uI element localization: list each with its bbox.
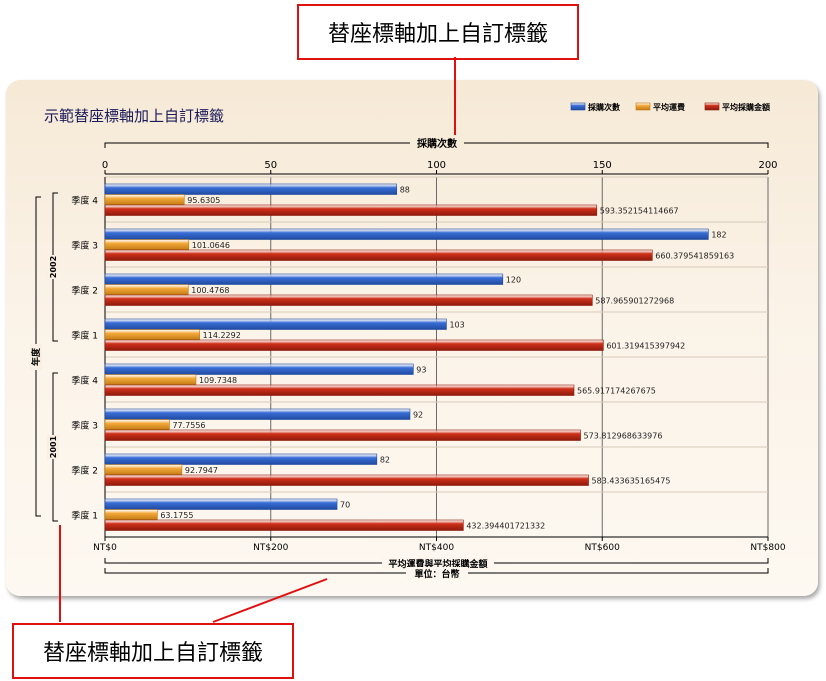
data-label: 82 bbox=[380, 456, 390, 465]
callout-top-label: 替座標軸加上自訂標籤 bbox=[297, 4, 579, 60]
bar-1 bbox=[104, 284, 189, 296]
data-label: 587.965901272968 bbox=[595, 297, 674, 306]
bar-2 bbox=[104, 294, 593, 306]
category-label: 季度 3 bbox=[71, 240, 98, 252]
data-label: 109.7348 bbox=[199, 376, 237, 385]
bottom-axis-tick-label: NT$0 bbox=[93, 543, 117, 553]
top-axis-tick-label: 100 bbox=[427, 160, 446, 171]
data-label: 565.917174267675 bbox=[577, 387, 656, 396]
callout-bottom-label: 替座標軸加上自訂標籤 bbox=[12, 623, 294, 679]
legend-swatch bbox=[704, 102, 720, 111]
callout-bottom-connector-right bbox=[212, 578, 328, 623]
y-axis-title-bg bbox=[30, 344, 42, 370]
year-group-label-bg bbox=[47, 435, 59, 459]
bar-2 bbox=[104, 519, 464, 531]
bar-0 bbox=[104, 408, 411, 420]
chart-title: 示範替座標軸加上自訂標籤 bbox=[44, 107, 225, 125]
category-label: 季度 1 bbox=[71, 330, 98, 342]
data-label: 63.1755 bbox=[160, 511, 193, 520]
data-label: 432.394401721332 bbox=[466, 522, 545, 531]
data-label: 92.7947 bbox=[185, 466, 218, 475]
category-label: 季度 2 bbox=[71, 285, 98, 297]
bar-2 bbox=[104, 204, 598, 216]
data-label: 573.812968633976 bbox=[584, 432, 663, 441]
data-label: 70 bbox=[340, 501, 350, 510]
top-axis-tick-label: 200 bbox=[758, 160, 777, 171]
bar-2 bbox=[104, 249, 653, 261]
legend-swatch bbox=[570, 102, 586, 111]
data-label: 601.319415397942 bbox=[606, 342, 685, 351]
bottom-axis-tick-label: NT$200 bbox=[253, 543, 288, 553]
data-label: 92 bbox=[413, 411, 423, 420]
top-axis-tick-label: 50 bbox=[264, 160, 277, 171]
top-axis-tick-label: 0 bbox=[102, 160, 108, 171]
bar-2 bbox=[104, 429, 581, 441]
bar-1 bbox=[104, 194, 185, 206]
bar-0 bbox=[104, 228, 709, 240]
year-group-label: 2001 bbox=[49, 435, 58, 458]
bottom-axis-tick-label: NT$400 bbox=[419, 543, 454, 553]
bottom-axis-title-bg bbox=[382, 557, 494, 569]
year-group-label-bg bbox=[47, 255, 59, 279]
legend-label: 採購次數 bbox=[588, 102, 620, 112]
legend-label: 平均運費 bbox=[653, 102, 685, 112]
data-label: 95.6305 bbox=[187, 196, 220, 205]
data-label: 182 bbox=[711, 231, 726, 240]
y-axis-title: 年度 bbox=[30, 347, 42, 366]
bar-1 bbox=[104, 329, 200, 341]
bar-1 bbox=[104, 374, 197, 386]
data-label: 103 bbox=[449, 321, 464, 330]
category-label: 季度 3 bbox=[71, 420, 98, 432]
legend-swatch bbox=[635, 102, 651, 111]
bar-2 bbox=[104, 474, 589, 486]
data-label: 120 bbox=[506, 276, 521, 285]
bar-0 bbox=[104, 183, 398, 195]
bar-1 bbox=[104, 419, 170, 431]
bar-1 bbox=[104, 239, 190, 251]
data-label: 88 bbox=[400, 186, 410, 195]
bar-1 bbox=[104, 509, 158, 521]
category-label: 季度 1 bbox=[71, 510, 98, 522]
bar-0 bbox=[104, 273, 504, 285]
category-label: 季度 4 bbox=[71, 375, 98, 387]
bottom-axis-tick-label: NT$800 bbox=[750, 543, 785, 553]
bottom-axis-subtitle: 單位：台幣 bbox=[414, 568, 459, 580]
bar-0 bbox=[104, 318, 447, 330]
bottom-axis-tick-label: NT$600 bbox=[585, 543, 620, 553]
bar-2 bbox=[104, 384, 575, 396]
data-label: 100.4768 bbox=[191, 286, 229, 295]
category-label: 季度 2 bbox=[71, 465, 98, 477]
top-axis-title-bg bbox=[410, 136, 464, 150]
data-label: 583.433635165475 bbox=[592, 477, 671, 486]
legend-label: 平均採購金額 bbox=[722, 102, 770, 112]
bar-0 bbox=[104, 453, 378, 465]
bottom-axis-subtitle-bg bbox=[406, 567, 468, 579]
top-axis-tick-label: 150 bbox=[593, 160, 612, 171]
bar-0 bbox=[104, 363, 414, 375]
data-label: 593.352154114667 bbox=[600, 207, 679, 216]
data-label: 77.7556 bbox=[172, 421, 205, 430]
data-label: 93 bbox=[416, 366, 426, 375]
bar-0 bbox=[104, 498, 338, 510]
data-label: 101.0646 bbox=[192, 241, 230, 250]
data-label: 660.379541859163 bbox=[655, 252, 734, 261]
bar-1 bbox=[104, 464, 183, 476]
category-label: 季度 4 bbox=[71, 195, 98, 207]
year-group-label: 2002 bbox=[49, 256, 58, 278]
bar-2 bbox=[104, 339, 604, 351]
top-axis-title: 採購次數 bbox=[417, 137, 457, 150]
data-label: 114.2292 bbox=[203, 331, 241, 340]
